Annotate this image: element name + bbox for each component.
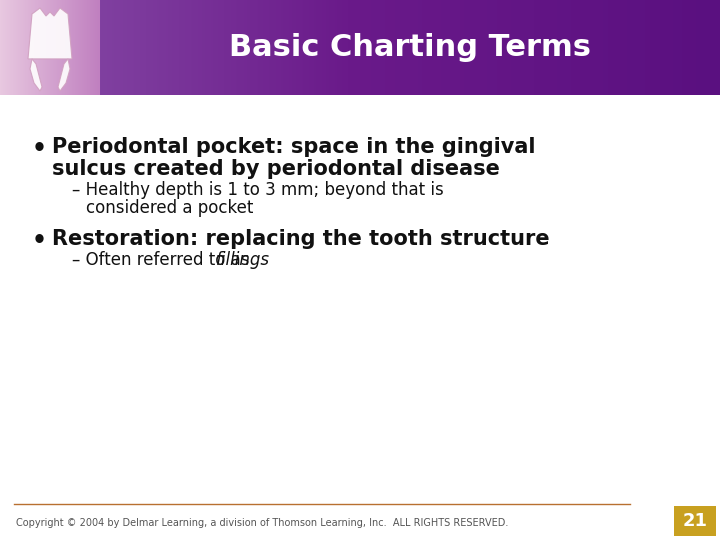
Text: Periodontal pocket: space in the gingival: Periodontal pocket: space in the gingiva… bbox=[52, 137, 536, 157]
Text: Restoration: replacing the tooth structure: Restoration: replacing the tooth structu… bbox=[52, 229, 549, 249]
Text: considered a pocket: considered a pocket bbox=[86, 199, 253, 217]
Text: sulcus created by periodontal disease: sulcus created by periodontal disease bbox=[52, 159, 500, 179]
Polygon shape bbox=[30, 59, 42, 91]
Text: Copyright © 2004 by Delmar Learning, a division of Thomson Learning, Inc.  ALL R: Copyright © 2004 by Delmar Learning, a d… bbox=[16, 518, 508, 528]
Polygon shape bbox=[58, 59, 70, 91]
Text: •: • bbox=[32, 137, 47, 161]
Text: 21: 21 bbox=[683, 512, 708, 530]
Polygon shape bbox=[28, 8, 72, 59]
Text: – Often referred to as: – Often referred to as bbox=[72, 251, 255, 269]
FancyBboxPatch shape bbox=[674, 506, 716, 536]
Text: fillings: fillings bbox=[215, 251, 269, 269]
Text: •: • bbox=[32, 229, 47, 253]
Text: Basic Charting Terms: Basic Charting Terms bbox=[229, 33, 591, 62]
Text: – Healthy depth is 1 to 3 mm; beyond that is: – Healthy depth is 1 to 3 mm; beyond tha… bbox=[72, 181, 444, 199]
